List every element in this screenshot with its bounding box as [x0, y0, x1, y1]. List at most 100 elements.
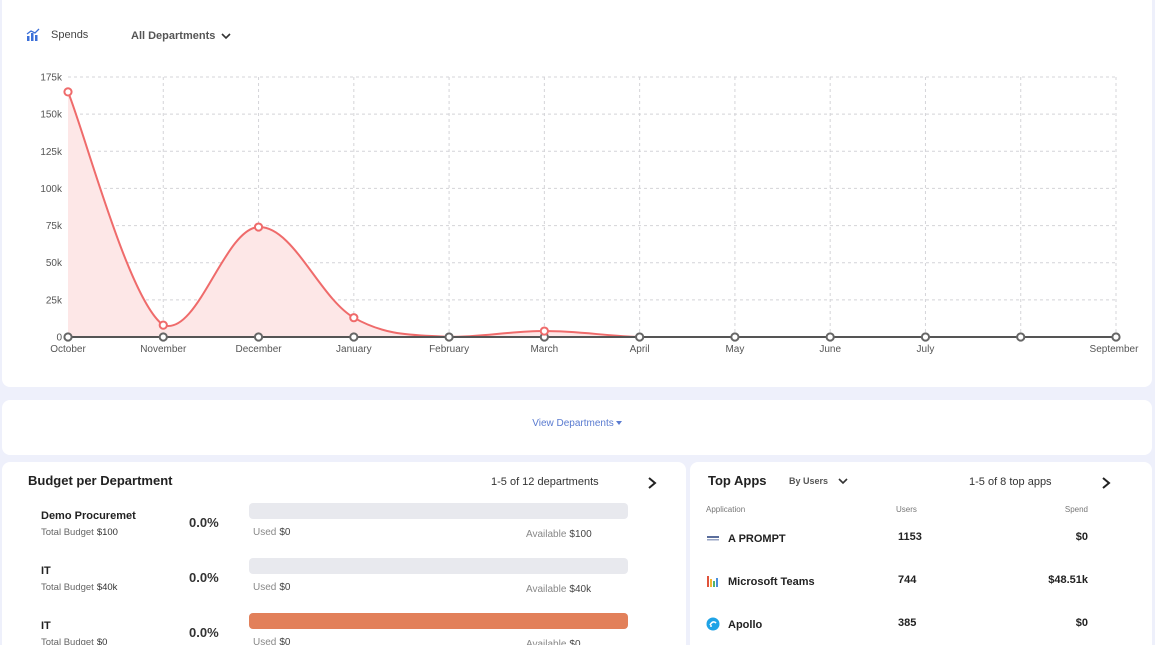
available-value: $40k [569, 584, 592, 595]
app-users: 385 [898, 617, 917, 629]
x-tick-label: April [630, 344, 650, 355]
available-amount: Available $0 [526, 639, 581, 645]
y-tick-label: 100k [40, 184, 63, 195]
x-tick-label: June [819, 344, 841, 355]
app-row[interactable]: Apollo 385 $0 [690, 617, 1152, 645]
available-value: $100 [569, 529, 592, 540]
department-name: Demo Procuremet [41, 510, 136, 522]
department-name: IT [41, 620, 51, 632]
x-tick-label: May [725, 344, 744, 355]
available-amount: Available $40k [526, 584, 591, 595]
budget-progress-fill [249, 613, 628, 629]
app-row[interactable]: A PROMPT 1153 $0 [690, 531, 1152, 561]
x-tick-label: July [917, 344, 935, 355]
next-page-icon[interactable] [645, 476, 659, 490]
next-page-icon[interactable] [1099, 476, 1113, 490]
y-tick-label: 0 [56, 333, 62, 344]
baseline-point [635, 332, 645, 342]
view-departments-label: View Departments [532, 418, 614, 429]
available-label: Available [526, 584, 567, 595]
y-tick-label: 125k [40, 147, 63, 158]
baseline-point [444, 332, 454, 342]
baseline-point [253, 332, 264, 342]
y-tick-label: 25k [46, 295, 63, 306]
teams-logo-icon [706, 574, 720, 588]
app-row[interactable]: Microsoft Teams 744 $48.51k [690, 574, 1152, 604]
data-point [253, 222, 264, 232]
available-label: Available [526, 529, 567, 540]
y-tick-label: 50k [46, 258, 63, 269]
budget-title: Budget per Department [28, 473, 173, 488]
spends-card: Spends All Departments 0 25k 50k 75k 100k 125… [2, 0, 1152, 387]
used-amount: Used $0 [253, 527, 290, 538]
spends-label: Spends [51, 29, 89, 41]
spends-header: Spends [26, 28, 88, 42]
baseline-point [730, 332, 740, 342]
app-name: Microsoft Teams [728, 576, 815, 588]
department-filter-dropdown[interactable]: All Departments [131, 30, 231, 42]
available-amount: Available $100 [526, 529, 592, 540]
total-budget-label: Total Budget [41, 527, 94, 538]
chevron-down-icon [221, 32, 231, 39]
total-budget: Total Budget $0 [41, 637, 107, 645]
department-name: IT [41, 565, 51, 577]
spends-chart: 0 25k 50k 75k 100k 125k 150k 175k October Novembe… [40, 73, 1140, 356]
sort-by-dropdown[interactable]: By Users [789, 476, 848, 486]
app-spend: $0 [1075, 617, 1088, 629]
total-budget: Total Budget $100 [41, 527, 118, 538]
x-tick-label: September [1090, 344, 1140, 355]
view-departments-link[interactable]: View Departments [2, 418, 1152, 429]
budget-progress-bar [249, 503, 628, 519]
baseline-point [349, 332, 359, 342]
y-tick-label: 150k [40, 110, 63, 121]
column-header-users: Users [896, 505, 917, 514]
data-point [158, 320, 168, 330]
x-tick-label: October [50, 344, 86, 355]
app-users: 1153 [898, 531, 922, 543]
x-tick-label: December [235, 344, 282, 355]
total-budget-value: $0 [96, 637, 108, 645]
column-header-application: Application [706, 505, 746, 514]
used-value: $0 [279, 582, 291, 593]
top-apps-card: Top Apps By Users 1-5 of 8 top apps Appl… [690, 462, 1152, 645]
department-filter-value: All Departments [131, 30, 216, 42]
view-departments-card: View Departments [2, 400, 1152, 455]
chevron-down-icon [838, 477, 848, 484]
app-users: 744 [898, 574, 917, 586]
data-point [349, 313, 359, 323]
sort-by-value: By Users [789, 476, 829, 486]
caret-down-icon [615, 421, 622, 426]
budget-used-percent: 0.0% [189, 515, 219, 530]
x-tick-label: January [336, 344, 372, 355]
department-row[interactable]: IT Total Budget $0 0.0% Used $0 Available $0 [2, 613, 686, 645]
app-name: Apollo [728, 619, 763, 631]
top-apps-pager: 1-5 of 8 top apps [969, 476, 1052, 488]
baseline-point [825, 332, 835, 342]
baseline-point [63, 332, 73, 342]
apollo-logo-icon [706, 617, 720, 631]
available-value: $0 [569, 639, 581, 645]
available-label: Available [526, 639, 567, 645]
total-budget-label: Total Budget [41, 582, 94, 593]
baseline-point [1111, 332, 1121, 342]
total-budget-value: $100 [96, 527, 118, 538]
column-header-spend: Spend [1064, 505, 1088, 514]
budget-per-department-card: Budget per Department 1-5 of 12 departme… [2, 462, 686, 645]
department-row[interactable]: IT Total Budget $40k 0.0% Used $0 Available $40… [2, 558, 686, 620]
budget-pager: 1-5 of 12 departments [491, 476, 599, 488]
budget-progress-bar [249, 613, 628, 629]
bar-chart-icon [26, 28, 40, 41]
budget-used-percent: 0.0% [189, 570, 219, 585]
app-spend: $48.51k [1048, 574, 1088, 586]
used-value: $0 [279, 637, 291, 645]
used-label: Used [253, 582, 277, 593]
department-row[interactable]: Demo Procuremet Total Budget $100 0.0% Used $… [2, 503, 686, 565]
prompt-logo-icon [706, 531, 720, 545]
y-tick-label: 75k [46, 221, 63, 232]
used-value: $0 [279, 527, 291, 538]
used-label: Used [253, 527, 277, 538]
baseline-point [158, 332, 168, 342]
app-name: A PROMPT [728, 533, 786, 545]
used-amount: Used $0 [253, 637, 290, 645]
used-amount: Used $0 [253, 582, 290, 593]
